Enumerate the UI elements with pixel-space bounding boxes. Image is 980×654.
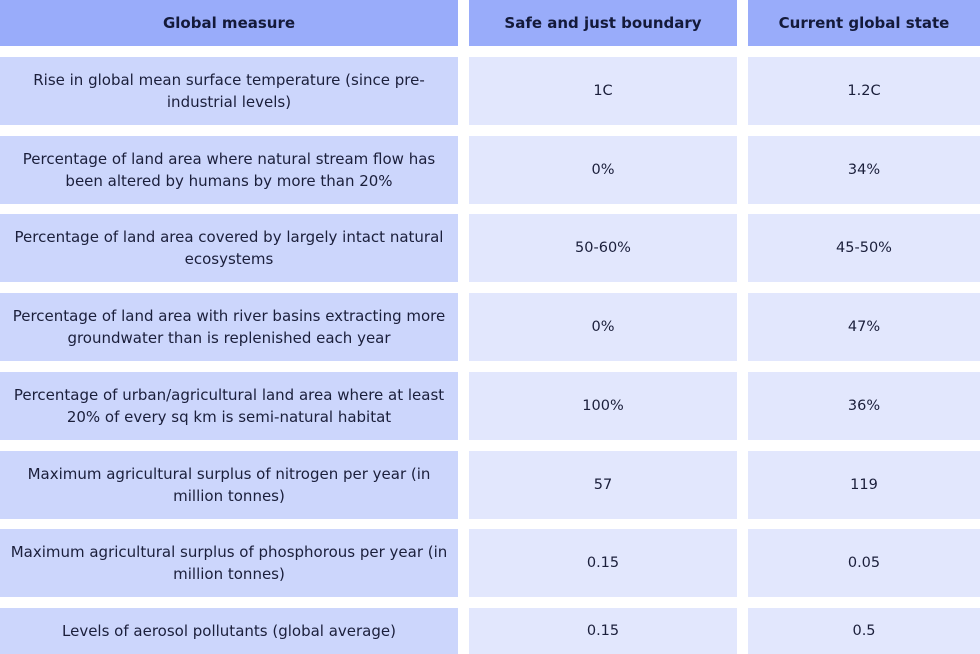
current-cell: 47%: [748, 293, 980, 361]
table-row: Percentage of urban/agricultural land ar…: [0, 372, 980, 440]
table-row: Percentage of land area covered by large…: [0, 214, 980, 282]
boundary-cell: 0.15: [469, 529, 737, 597]
header-current-global-state: Current global state: [748, 0, 980, 46]
header-safe-just-boundary: Safe and just boundary: [469, 0, 737, 46]
current-cell: 45-50%: [748, 214, 980, 282]
table-row: Percentage of land area where natural st…: [0, 136, 980, 204]
current-cell: 36%: [748, 372, 980, 440]
measure-cell: Levels of aerosol pollutants (global ave…: [0, 608, 458, 654]
boundary-cell: 0.15: [469, 608, 737, 654]
current-cell: 0.05: [748, 529, 980, 597]
table-row: Percentage of land area with river basin…: [0, 293, 980, 361]
measure-cell: Maximum agricultural surplus of nitrogen…: [0, 451, 458, 519]
table-row: Maximum agricultural surplus of phosphor…: [0, 529, 980, 597]
header-global-measure: Global measure: [0, 0, 458, 46]
boundary-cell: 100%: [469, 372, 737, 440]
boundary-cell: 0%: [469, 293, 737, 361]
boundary-cell: 57: [469, 451, 737, 519]
table-header-row: Global measure Safe and just boundary Cu…: [0, 0, 980, 46]
table-row: Levels of aerosol pollutants (global ave…: [0, 608, 980, 654]
measure-cell: Percentage of land area covered by large…: [0, 214, 458, 282]
table-row: Rise in global mean surface temperature …: [0, 57, 980, 125]
measure-cell: Maximum agricultural surplus of phosphor…: [0, 529, 458, 597]
measure-cell: Percentage of land area where natural st…: [0, 136, 458, 204]
boundary-cell: 1C: [469, 57, 737, 125]
boundary-cell: 50-60%: [469, 214, 737, 282]
current-cell: 0.5: [748, 608, 980, 654]
measure-cell: Rise in global mean surface temperature …: [0, 57, 458, 125]
current-cell: 119: [748, 451, 980, 519]
boundary-cell: 0%: [469, 136, 737, 204]
table-row: Maximum agricultural surplus of nitrogen…: [0, 451, 980, 519]
measure-cell: Percentage of land area with river basin…: [0, 293, 458, 361]
measure-cell: Percentage of urban/agricultural land ar…: [0, 372, 458, 440]
current-cell: 34%: [748, 136, 980, 204]
current-cell: 1.2C: [748, 57, 980, 125]
